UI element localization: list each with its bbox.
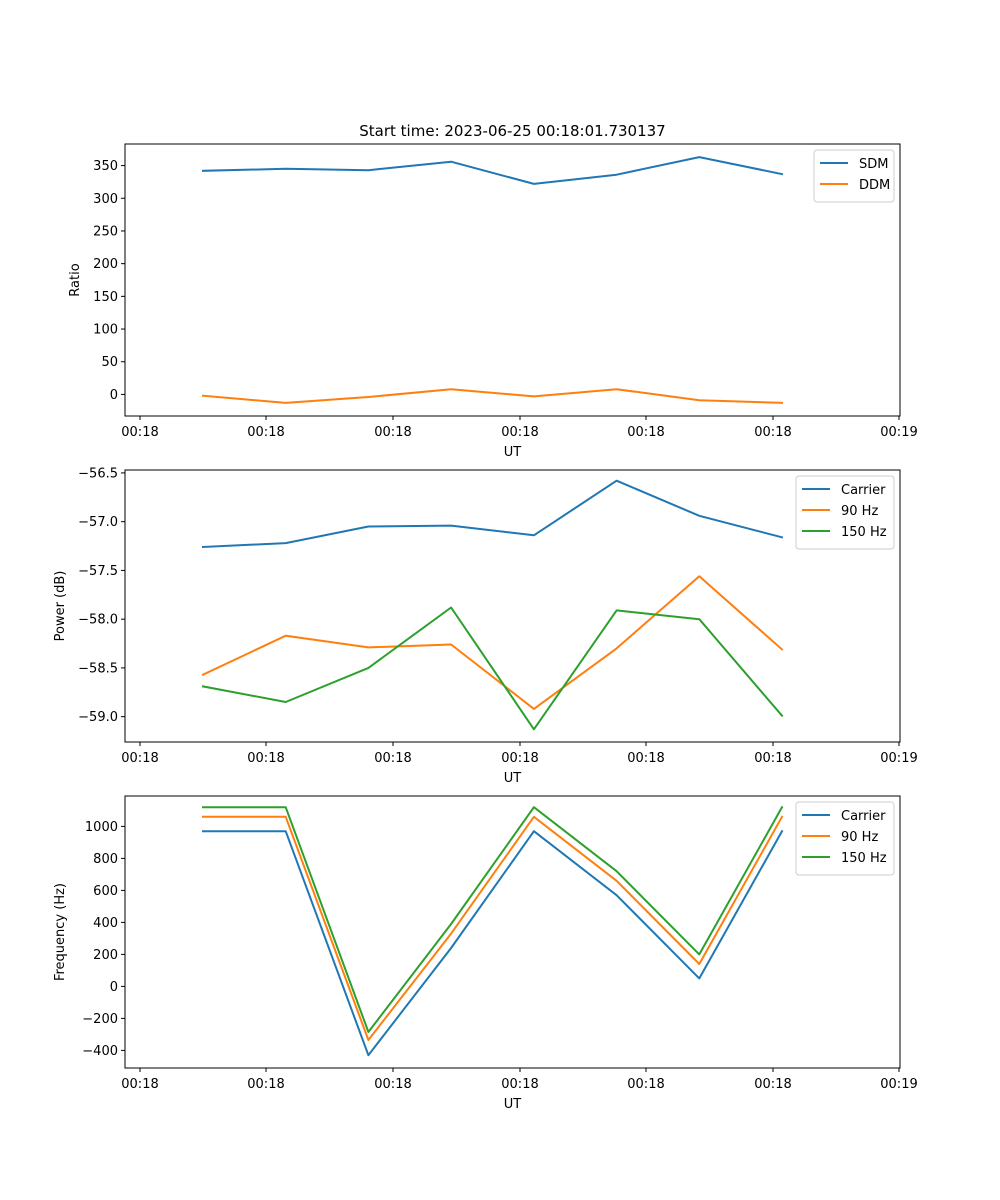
y-tick-label: 800 (93, 852, 118, 867)
legend-label: DDM (859, 178, 890, 193)
y-tick-label: 200 (93, 257, 118, 272)
chart-panels: 00:18 00:18 00:18 00:18 00:18 00:18 00:19 0 50 10… (53, 143, 918, 1112)
legend-label: 150 Hz (841, 525, 887, 540)
y-tick-label: 600 (93, 884, 118, 899)
y-tick-label: −56.5 (78, 466, 118, 481)
x-axis-label: UT (504, 1097, 522, 1112)
figure-title: Start time: 2023-06-25 00:18:01.730137 (359, 122, 665, 140)
chart-panel-2: 00:18 00:18 00:18 00:18 00:18 00:18 00:19 −59.0… (53, 466, 918, 786)
y-tick-label: −200 (82, 1012, 118, 1027)
legend-label: Carrier (841, 809, 886, 824)
x-tick-label: 00:18 (374, 425, 411, 440)
axes-frame (124, 469, 901, 743)
x-tick-label: 00:18 (374, 1077, 411, 1092)
legend-label: Carrier (841, 483, 886, 498)
x-tick-label: 00:18 (121, 1077, 158, 1092)
x-tick-label: 00:18 (627, 425, 664, 440)
y-axis-label: Ratio (68, 263, 83, 296)
y-tick-label: −58.5 (78, 661, 118, 676)
chart-panel-1: 00:18 00:18 00:18 00:18 00:18 00:18 00:19 0 50 10… (68, 143, 918, 460)
x-tick-label: 00:18 (627, 1077, 664, 1092)
y-tick-label: 1000 (85, 820, 118, 835)
x-tick-label: 00:18 (501, 1077, 538, 1092)
y-tick-label: −400 (82, 1044, 118, 1059)
series-line-150-hz (201, 606, 784, 731)
series-line-ddm (201, 388, 784, 404)
x-tick-label: 00:18 (754, 425, 791, 440)
x-tick-label: 00:19 (880, 751, 917, 766)
y-tick-label: −59.0 (78, 710, 118, 725)
y-tick-label: 250 (93, 224, 118, 239)
x-tick-label: 00:18 (501, 425, 538, 440)
legend-label: 150 Hz (841, 851, 887, 866)
x-tick-label: 00:18 (627, 751, 664, 766)
y-tick-label: 0 (110, 388, 118, 403)
series-line-carrier (201, 479, 784, 549)
x-axis-label: UT (504, 771, 522, 786)
legend-label: SDM (859, 157, 888, 172)
y-tick-label: −57.5 (78, 564, 118, 579)
axes-frame (124, 143, 901, 417)
series-line-90-hz (201, 575, 784, 710)
x-tick-label: 00:18 (501, 751, 538, 766)
x-tick-label: 00:18 (374, 751, 411, 766)
x-tick-label: 00:18 (121, 425, 158, 440)
y-tick-label: 0 (110, 980, 118, 995)
y-tick-label: 50 (101, 355, 118, 370)
x-tick-label: 00:18 (247, 425, 284, 440)
x-tick-label: 00:18 (121, 751, 158, 766)
series-line-sdm (201, 156, 784, 185)
x-tick-label: 00:19 (880, 425, 917, 440)
y-tick-label: 200 (93, 948, 118, 963)
legend: SDM DDM (813, 149, 895, 203)
legend: Carrier 90 Hz 150 Hz (795, 475, 895, 550)
x-tick-label: 00:18 (754, 1077, 791, 1092)
axes-frame (124, 795, 901, 1069)
y-tick-label: 350 (93, 159, 118, 174)
chart-panel-3: 00:18 00:18 00:18 00:18 00:18 00:18 00:19 −400 −… (53, 795, 918, 1112)
y-axis-label: Power (dB) (53, 571, 68, 642)
x-tick-label: 00:18 (247, 751, 284, 766)
x-tick-label: 00:18 (247, 1077, 284, 1092)
y-axis-label: Frequency (Hz) (53, 883, 68, 981)
series-line-150-hz (202, 805, 784, 1033)
series-line-carrier (202, 829, 784, 1057)
x-tick-label: 00:19 (880, 1077, 917, 1092)
y-tick-label: 150 (93, 290, 118, 305)
series-line-90-hz (202, 815, 784, 1041)
y-tick-label: −58.0 (78, 613, 118, 628)
y-tick-label: 100 (93, 323, 118, 338)
y-tick-label: −57.0 (78, 515, 118, 530)
x-axis-label: UT (504, 445, 522, 460)
y-tick-label: 400 (93, 916, 118, 931)
y-tick-label: 300 (93, 192, 118, 207)
legend-label: 90 Hz (841, 504, 878, 519)
legend-label: 90 Hz (841, 830, 878, 845)
legend: Carrier 90 Hz 150 Hz (795, 801, 895, 876)
x-tick-label: 00:18 (754, 751, 791, 766)
